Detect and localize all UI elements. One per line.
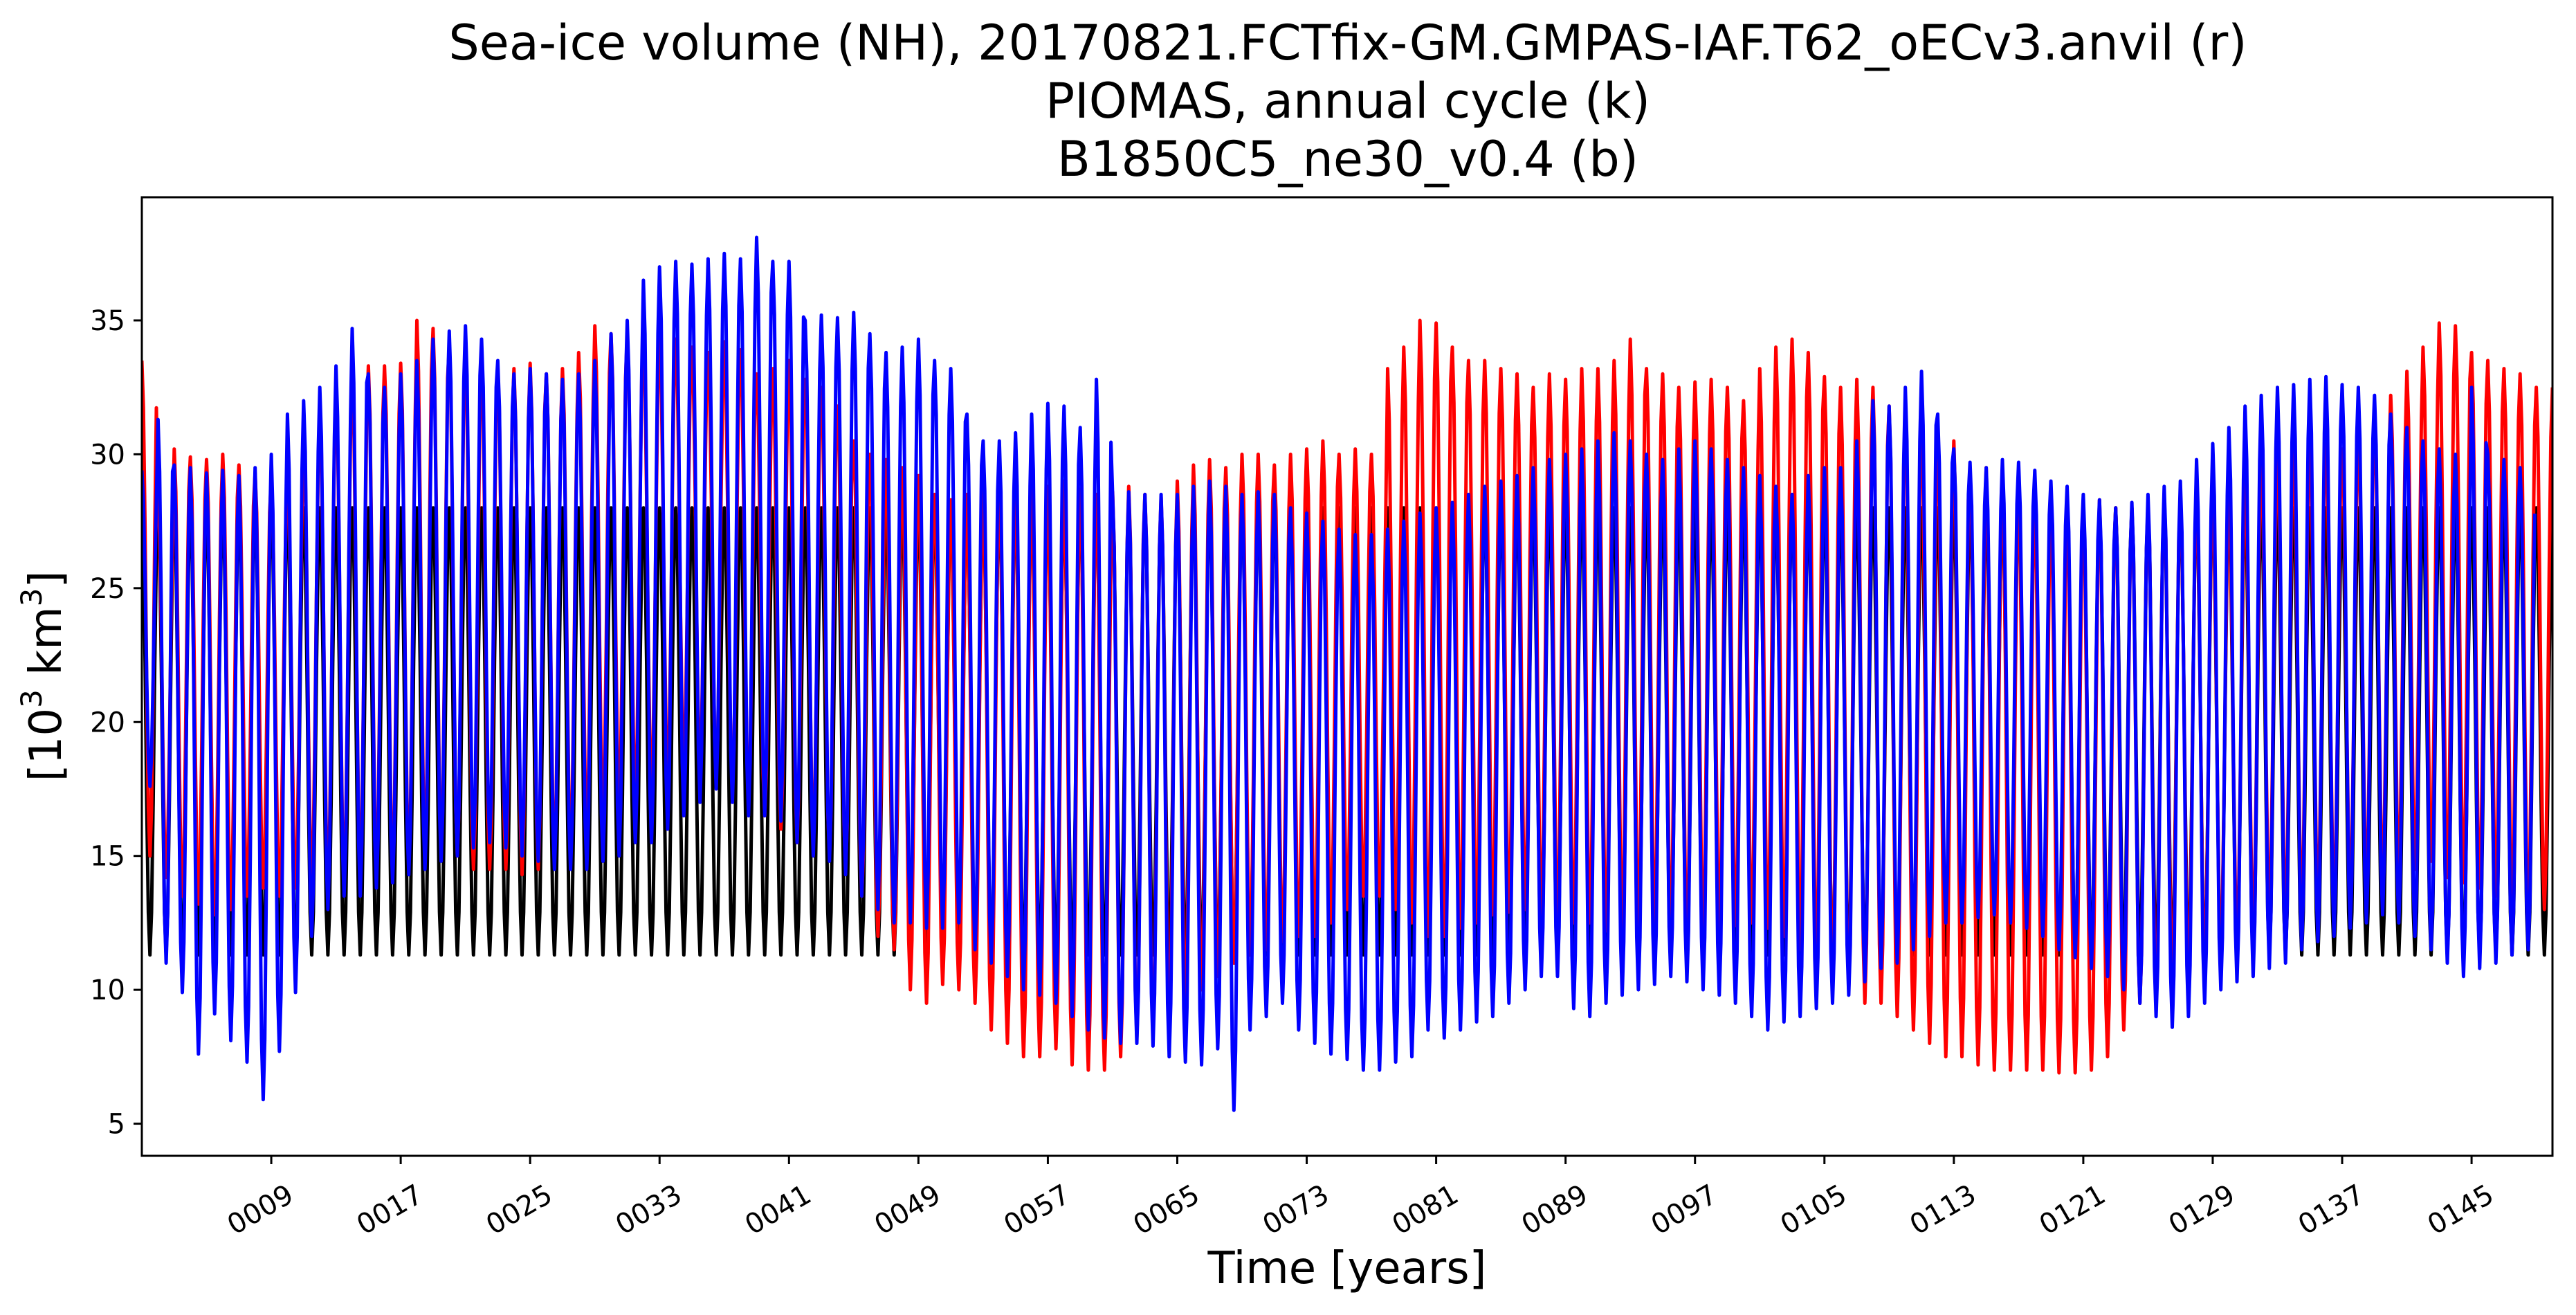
y-tick-label: 10: [90, 974, 125, 1006]
y-axis-label-base: [10: [21, 708, 72, 781]
y-tick-label: 5: [108, 1109, 125, 1141]
y-axis-label: [103 km3]: [15, 571, 72, 782]
y-axis-ticks: 5 10 15 20 25 30 35: [90, 305, 142, 1141]
y-tick-label: 30: [90, 439, 125, 471]
y-tick-label: 15: [90, 841, 125, 873]
plot-frame: [140, 196, 2554, 1157]
y-axis-label-exponent-1: 3: [15, 689, 48, 708]
x-axis-label: Time [years]: [1207, 1243, 1486, 1294]
y-axis-label-end: ]: [21, 571, 72, 588]
chart-title-line-2: PIOMAS, annual cycle (k): [1045, 73, 1650, 129]
y-axis-label-unit: km: [21, 606, 72, 689]
series-layer: [142, 235, 2552, 1112]
series-line-b: [142, 235, 2537, 1112]
chart-title-line-3: B1850C5_ne30_v0.4 (b): [1057, 131, 1638, 188]
y-axis-label-exponent-2: 3: [15, 588, 48, 607]
y-tick-label: 25: [90, 573, 125, 605]
y-tick-label: 20: [90, 707, 125, 738]
chart-title-line-1: Sea-ice volume (NH), 20170821.FCTfix-GM.…: [448, 15, 2247, 71]
y-tick-label: 35: [90, 305, 125, 337]
